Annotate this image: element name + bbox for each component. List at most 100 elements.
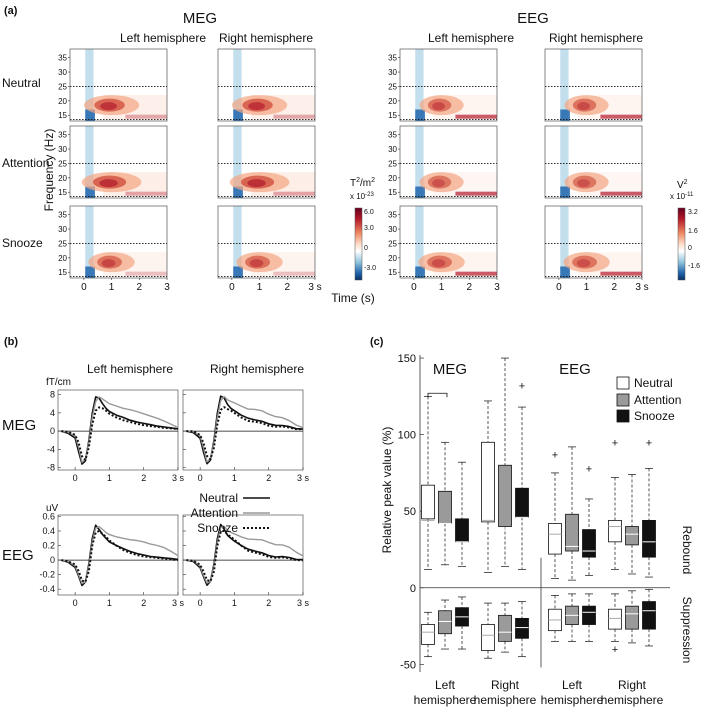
heatmap-cell: 15 20 25 30 35 xyxy=(388,125,498,199)
rebound-blob xyxy=(572,98,597,112)
low-frequency-streak xyxy=(600,114,642,119)
rebound-box-neutral xyxy=(481,400,495,573)
low-frequency-streak xyxy=(600,271,642,276)
eeg-colorbar-unit: V2 xyxy=(677,179,688,191)
y-tick-label: 25 xyxy=(388,239,397,248)
y-tick-label: 0.2 xyxy=(42,541,55,551)
y-tick-label: 35 xyxy=(58,211,67,220)
suppression-box-neutral xyxy=(481,602,495,659)
y-tick-label: 20 xyxy=(388,174,397,183)
x-tick-label: 0 xyxy=(81,282,87,293)
suppression-box-attention xyxy=(565,593,579,642)
legend-label-snooze: Snooze xyxy=(197,521,238,535)
x-tick-label: 1 xyxy=(257,282,263,293)
rebound-blob xyxy=(427,255,452,269)
legend-swatch-attention xyxy=(616,393,630,407)
suppression-box-snooze xyxy=(582,593,596,642)
suppression-stripe xyxy=(233,206,242,278)
eeg-right-hemisphere-title: Right hemisphere xyxy=(549,31,643,45)
suppression-stripe xyxy=(415,206,424,278)
c-x-label-line2: hemisphere xyxy=(541,693,604,707)
c-x-label-line1: Right xyxy=(491,678,520,692)
y-tick-label: 8 xyxy=(50,390,55,400)
suppression-stripe xyxy=(85,126,94,198)
eeg-left-hemisphere-title: Left hemisphere xyxy=(428,31,514,45)
suppression-core xyxy=(560,266,570,278)
c-x-label-line1: Left xyxy=(435,678,456,692)
meg-colorbar-unit: T2/m2 xyxy=(350,177,375,189)
x-tick-label: 3 s xyxy=(308,282,321,293)
suppression-stripe xyxy=(233,49,242,121)
suppression-stripe xyxy=(85,49,94,121)
panel-a-label: (a) xyxy=(4,5,18,17)
x-tick-label: 1 xyxy=(232,473,237,483)
eeg-colorbar-scale: x 10-11 xyxy=(670,192,694,201)
y-tick-label: 0.4 xyxy=(42,526,55,536)
suppression-box-attention xyxy=(498,602,512,653)
x-tick-label: 0 xyxy=(73,473,78,483)
suppression-box-snooze xyxy=(515,601,529,658)
c-x-label-line1: Right xyxy=(618,678,647,692)
heatmap-frame xyxy=(544,48,643,122)
y-tick-label: 15 xyxy=(388,268,397,277)
x-tick-label: 3 xyxy=(164,282,170,293)
y-tick-label: 0.6 xyxy=(42,511,55,521)
row-label-snooze: Snooze xyxy=(2,236,43,250)
y-tick-label: -8 xyxy=(47,463,55,473)
c-y-tick-label: 150 xyxy=(398,353,416,365)
y-tick-label: 25 xyxy=(58,159,67,168)
box xyxy=(481,441,495,523)
legend-label-snooze: Snooze xyxy=(634,409,675,423)
x-tick-label: 0 xyxy=(411,282,417,293)
c-eeg-title: EEG xyxy=(559,361,591,378)
series-neutral-line xyxy=(186,523,304,587)
low-frequency-streak xyxy=(273,271,315,276)
waveform-frame xyxy=(182,389,304,471)
suppression-box-snooze xyxy=(642,588,656,647)
box xyxy=(608,519,622,543)
rebound-blob xyxy=(427,175,452,189)
x-tick-label: 1 xyxy=(107,473,112,483)
heatmap-cell xyxy=(217,125,316,199)
heatmap-cell: 15 20 25 30 35 0 1 2 3 xyxy=(388,205,500,293)
meg-colorbar-scale: x 10-23 xyxy=(350,192,374,201)
x-tick-label: 2 xyxy=(141,473,146,483)
rebound-blob xyxy=(572,255,597,269)
y-tick-label: 30 xyxy=(388,145,397,154)
boxplot-panel: 150100500-50Lefthemisphere+Righthemisphe… xyxy=(398,353,682,707)
b-meg-unit: fT/cm xyxy=(46,377,71,388)
heatmap-cell xyxy=(544,48,643,122)
outlier-marker: + xyxy=(586,463,592,475)
y-tick-label: 20 xyxy=(388,97,397,106)
x-tick-label: 1 xyxy=(439,282,445,293)
x-tick-label: 3 s xyxy=(297,473,310,483)
heatmap-frame xyxy=(69,125,168,199)
suppression-core xyxy=(560,109,570,121)
suppression-stripe xyxy=(415,49,424,121)
series-snooze-line xyxy=(61,406,179,461)
rebound-blob xyxy=(97,255,122,269)
box xyxy=(438,490,452,524)
x-tick-label: 2 xyxy=(137,282,143,293)
y-tick-label: -4 xyxy=(47,444,55,454)
y-tick-label: 20 xyxy=(58,254,67,263)
y-tick-label: 25 xyxy=(58,239,67,248)
box xyxy=(608,608,622,630)
outlier-marker: + xyxy=(612,644,618,656)
b-right-hemisphere-title: Right hemisphere xyxy=(210,362,304,376)
y-tick-label: -0.2 xyxy=(39,570,55,580)
b-row-label-meg: MEG xyxy=(2,417,36,434)
b-eeg-unit: uV xyxy=(46,503,59,514)
box xyxy=(515,618,529,639)
x-tick-label: 2 xyxy=(285,282,291,293)
y-tick-label: 35 xyxy=(58,54,67,63)
heatmap-cell xyxy=(544,125,643,199)
suppression-core xyxy=(233,186,243,198)
legend-label-attention: Attention xyxy=(191,506,238,520)
series-attention-line xyxy=(61,396,179,463)
b-left-hemisphere-title: Left hemisphere xyxy=(87,362,173,376)
y-tick-label: 4 xyxy=(50,408,55,418)
low-frequency-streak xyxy=(273,114,315,119)
meg-colorbar-gradient xyxy=(354,207,363,281)
